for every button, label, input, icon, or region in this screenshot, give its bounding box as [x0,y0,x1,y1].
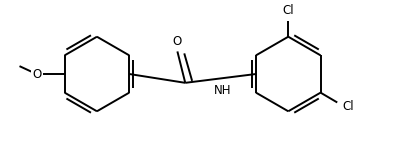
Text: Cl: Cl [282,4,294,17]
Text: O: O [32,67,42,81]
Text: NH: NH [214,84,231,97]
Text: O: O [173,35,182,48]
Text: Cl: Cl [342,100,354,113]
